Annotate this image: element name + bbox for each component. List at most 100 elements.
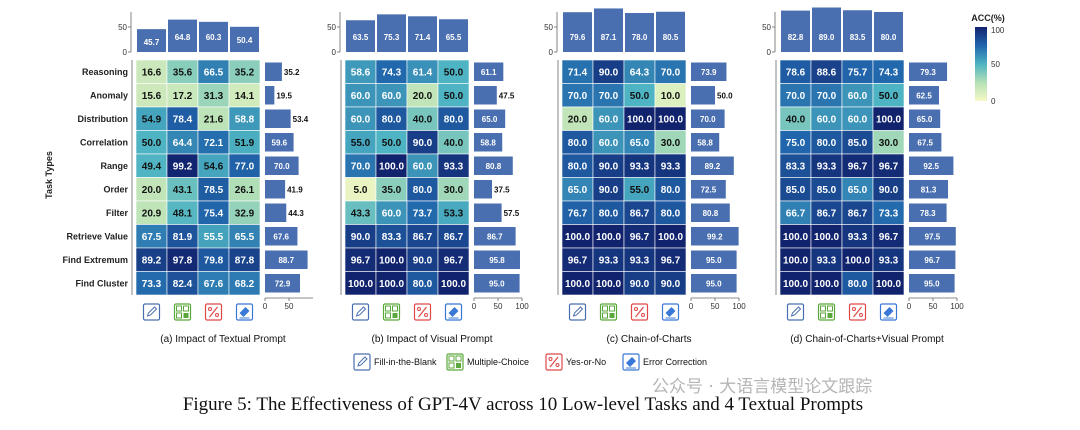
heatmap-value-reasoning-yes-or-no: 75.7	[848, 67, 868, 78]
heatmap-value-range-error-correction: 93.3	[444, 161, 464, 172]
heatmap-value-range-yes-or-no: 93.3	[630, 161, 650, 172]
row-mean-bar-filter	[474, 203, 502, 222]
heatmap-value-distribution-yes-or-no: 60.0	[848, 114, 868, 125]
row-label-anomaly: Anomaly	[90, 90, 128, 100]
top-bar-chart: 50 0 82.8 89.0 83.5 80.0	[762, 7, 903, 57]
percent-slash	[418, 306, 427, 318]
column-mean-bar-fill-in-the-blank	[563, 12, 592, 52]
heatmap-value-filter-error-correction: 53.3	[444, 208, 464, 219]
heatmap-value-reasoning-multiple-choice: 74.3	[382, 67, 402, 78]
heatmap-value-reasoning-error-correction: 70.0	[661, 67, 681, 78]
heatmap-value-distribution-fill-in-the-blank: 40.0	[786, 114, 806, 125]
heatmap-value-distribution-fill-in-the-blank: 54.9	[142, 114, 162, 125]
colorbar-tick-0: 0	[991, 97, 996, 106]
column-icons	[568, 303, 680, 321]
row-mean-label-anomaly: 62.5	[916, 91, 932, 100]
heatmap-value-distribution-error-correction: 80.0	[444, 114, 464, 125]
heatmap-value-correlation-fill-in-the-blank: 80.0	[568, 138, 588, 149]
column-mean-bar-fill-in-the-blank	[346, 20, 375, 52]
right-axis-tick-label: 0	[907, 302, 912, 311]
heatmap-value-retrieve-value-fill-in-the-blank: 67.5	[142, 232, 162, 243]
row-mean-bar-correlation	[909, 133, 942, 152]
heatmap-value-find-cluster-yes-or-no: 80.0	[848, 279, 868, 290]
row-mean-bar-correlation	[691, 133, 720, 152]
column-mean-label-fill-in-the-blank: 45.7	[144, 38, 160, 47]
heatmap-value-correlation-multiple-choice: 50.0	[382, 138, 402, 149]
row-mean-label-filter: 80.8	[703, 209, 719, 218]
heatmap-value-filter-yes-or-no: 86.7	[848, 208, 868, 219]
heatmap-value-retrieve-value-error-correction: 86.7	[444, 232, 464, 243]
heatmap-value-correlation-yes-or-no: 85.0	[848, 138, 868, 149]
pencil-icon-frame	[568, 303, 587, 321]
heatmap-value-find-cluster-multiple-choice: 100.0	[379, 279, 404, 290]
row-mean-label-distribution: 65.0	[917, 115, 933, 124]
heatmap-value-retrieve-value-yes-or-no: 96.7	[630, 232, 650, 243]
heatmap-value-range-yes-or-no: 54.6	[204, 161, 224, 172]
heatmap-value-distribution-error-correction: 100.0	[876, 114, 901, 125]
row-label-reasoning: Reasoning	[82, 67, 128, 77]
heatmap-value-order-multiple-choice: 35.0	[382, 185, 402, 196]
column-mean-label-error-correction: 80.5	[663, 33, 679, 42]
grid-cell-checked	[392, 313, 398, 318]
row-mean-label-order: 41.9	[287, 185, 303, 194]
row-mean-label-find-extremum: 95.8	[489, 256, 505, 265]
row-mean-label-range: 80.8	[486, 162, 502, 171]
heatmap-value-order-error-correction: 30.0	[444, 185, 464, 196]
heatmap-value-reasoning-fill-in-the-blank: 58.6	[351, 67, 371, 78]
heatmap-value-find-cluster-error-correction: 68.2	[235, 279, 255, 290]
heatmap-value-find-cluster-yes-or-no: 80.0	[413, 279, 433, 290]
heatmap-value-distribution-error-correction: 58.8	[235, 114, 255, 125]
row-mean-bar-retrieve-value	[691, 227, 739, 246]
heatmap-value-distribution-yes-or-no: 100.0	[627, 114, 652, 125]
row-mean-bar-reasoning	[265, 62, 282, 81]
row-mean-bar-correlation	[474, 133, 503, 152]
row-mean-bar-retrieve-value	[265, 227, 298, 246]
heatmap-value-retrieve-value-yes-or-no: 55.5	[204, 232, 224, 243]
heatmap-value-retrieve-value-multiple-choice: 100.0	[814, 232, 839, 243]
row-label-correlation: Correlation	[80, 137, 128, 147]
heatmap-value-find-extremum-multiple-choice: 93.3	[599, 255, 619, 266]
heatmap-value-range-multiple-choice: 100.0	[379, 161, 404, 172]
row-mean-label-find-cluster: 95.0	[706, 279, 722, 288]
heatmap-value-anomaly-fill-in-the-blank: 70.0	[568, 91, 588, 102]
heatmap-value-order-fill-in-the-blank: 20.0	[142, 185, 162, 196]
right-bar-chart: 73.9 50.0 70.0 58.8 89.2 72.5 80.8 99.2 95.0 95.0…	[689, 62, 746, 311]
row-mean-bar-filter	[265, 203, 287, 222]
heatmap-value-correlation-fill-in-the-blank: 75.0	[786, 138, 806, 149]
row-mean-label-order: 72.5	[701, 185, 717, 194]
row-label-retrieve-value: Retrieve Value	[66, 231, 128, 241]
pencil-stroke	[790, 306, 802, 317]
heatmap-value-anomaly-error-correction: 14.1	[235, 91, 255, 102]
pencil-icon-frame	[786, 303, 805, 321]
heatmap-value-find-cluster-error-correction: 90.0	[661, 279, 681, 290]
heatmap-value-retrieve-value-multiple-choice: 100.0	[596, 232, 621, 243]
grid-cell-checked	[456, 363, 461, 368]
heatmap-value-range-error-correction: 93.3	[661, 161, 681, 172]
heatmap-value-distribution-multiple-choice: 80.0	[382, 114, 402, 125]
heatmap-value-order-multiple-choice: 85.0	[817, 185, 837, 196]
row-label-distribution: Distribution	[78, 114, 129, 124]
heatmap-value-retrieve-value-yes-or-no: 86.7	[413, 232, 433, 243]
column-mean-bar-fill-in-the-blank	[781, 10, 810, 53]
row-label-order: Order	[103, 184, 128, 194]
grid-cell-checked	[827, 313, 833, 318]
row-mean-bar-filter	[909, 203, 947, 222]
grid-cell	[392, 305, 398, 312]
row-mean-label-anomaly: 50.0	[717, 91, 733, 100]
heatmap-value-find-extremum-multiple-choice: 93.3	[817, 255, 837, 266]
row-label-find-extremum: Find Extremum	[62, 255, 128, 265]
right-bar-chart: 79.3 62.5 65.0 67.5 92.5 81.3 78.3 97.5 96.7 95.0…	[907, 62, 964, 311]
top-axis-tick-label: 50	[762, 23, 771, 32]
heatmap-value-order-yes-or-no: 78.5	[204, 185, 224, 196]
heatmap-value-correlation-yes-or-no: 72.1	[204, 138, 224, 149]
heatmap-value-correlation-multiple-choice: 80.0	[817, 138, 837, 149]
pencil-icon-frame	[142, 303, 161, 321]
heatmap-cell-find-cluster-error-correction	[437, 271, 470, 296]
heatmap-value-reasoning-yes-or-no: 64.3	[630, 67, 650, 78]
heatmap-value-correlation-multiple-choice: 60.0	[599, 138, 619, 149]
right-axis-tick-label: 50	[285, 302, 294, 311]
heatmap-value-anomaly-error-correction: 10.0	[661, 91, 681, 102]
percent-dot	[859, 313, 863, 317]
eraser-body	[448, 307, 459, 317]
row-mean-bar-find-cluster	[474, 274, 520, 293]
